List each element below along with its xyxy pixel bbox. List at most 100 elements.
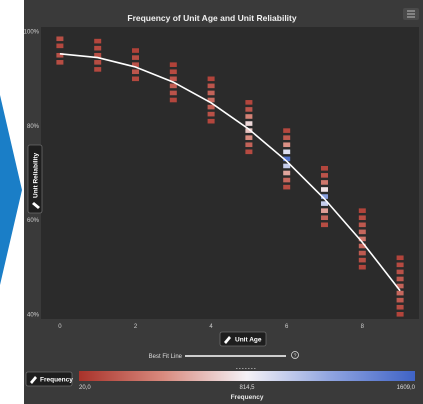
- heatmap-cell: [169, 69, 177, 75]
- heatmap-cell: [132, 48, 139, 53]
- legend-pill-label: Frequency: [40, 377, 73, 384]
- heatmap-cell: [358, 257, 366, 263]
- heatmap-cell: [358, 229, 366, 235]
- heatmap-cell: [169, 97, 177, 103]
- color-legend: 20,0 814,5 1609,0 Frequency: [79, 368, 416, 401]
- heatmap-cell: [283, 149, 291, 155]
- menu-button[interactable]: [403, 8, 419, 20]
- y-axis-label: Unit Reliability: [33, 152, 40, 198]
- heatmap-cell: [321, 194, 328, 199]
- heatmap-cell: [358, 215, 366, 221]
- x-tick-label: 0: [58, 324, 62, 330]
- heatmap-cell: [283, 177, 291, 183]
- heatmap-cell: [94, 67, 102, 72]
- heatmap-cell: [396, 262, 404, 268]
- heatmap-cell: [358, 264, 366, 270]
- heatmap-cell: [321, 222, 328, 228]
- best-fit-label: Best Fit Line: [149, 354, 183, 360]
- heatmap-cell: [358, 236, 366, 242]
- heatmap-cell: [207, 97, 215, 103]
- legend-min-label: 20,0: [79, 385, 91, 391]
- heatmap-cell: [321, 187, 328, 192]
- heatmap-cell: [207, 104, 215, 110]
- heatmap-cell: [358, 243, 366, 249]
- y-axis-ticks: 100% 80% 60% 40%: [24, 30, 40, 319]
- heatmap-cell: [56, 52, 64, 58]
- chart-panel: Frequency of Unit Age and Unit Reliabili…: [24, 0, 423, 404]
- heatmap-cell: [283, 128, 291, 133]
- heatmap-cell: [169, 90, 177, 96]
- heatmap-cell: [396, 269, 404, 275]
- heatmap-cell: [283, 156, 291, 162]
- heatmap-cell: [245, 135, 253, 140]
- x-tick-label: 2: [134, 324, 138, 330]
- chart-title: Frequency of Unit Age and Unit Reliabili…: [127, 13, 297, 23]
- heatmap-cell: [207, 83, 215, 89]
- legend-field-button[interactable]: Frequency: [25, 371, 73, 387]
- heatmap-cell: [132, 62, 139, 67]
- heatmap-cell: [56, 36, 64, 42]
- heatmap-cell: [132, 76, 139, 82]
- heatmap-cell: [358, 208, 366, 213]
- legend-mid-label: 814,5: [239, 385, 255, 391]
- heatmap-cell: [207, 111, 215, 117]
- heatmap-cell: [321, 201, 328, 206]
- heatmap-cell: [245, 149, 253, 155]
- heatmap-cell: [283, 163, 291, 169]
- x-tick-label: 4: [209, 324, 213, 330]
- y-tick-label: 60%: [27, 218, 40, 224]
- heatmap-cell: [396, 255, 404, 261]
- hamburger-menu-icon: [407, 10, 415, 18]
- heatmap-cell: [283, 184, 291, 190]
- pencil-icon: [30, 376, 37, 384]
- y-tick-label: 100%: [24, 30, 40, 36]
- heatmap-cell: [207, 76, 215, 82]
- heatmap-cell: [358, 250, 366, 256]
- heatmap-cells: [56, 36, 404, 317]
- heatmap-cell: [207, 118, 215, 124]
- heatmap-cell: [245, 107, 253, 112]
- heatmap-cell: [169, 62, 177, 67]
- x-axis-label: Unit Age: [235, 337, 262, 344]
- best-fit-legend: Best Fit Line ?: [149, 351, 299, 360]
- heatmap-cell: [321, 165, 328, 171]
- heatmap-cell: [321, 215, 328, 221]
- heatmap-cell: [396, 290, 404, 296]
- svg-text:?: ?: [294, 353, 297, 359]
- heatmap-cell: [132, 69, 139, 75]
- heatmap-cell: [94, 60, 102, 65]
- heatmap-cell: [94, 45, 102, 51]
- heatmap-cell: [396, 311, 404, 317]
- legend-max-label: 1609,0: [397, 385, 416, 391]
- heatmap-cell: [358, 222, 366, 228]
- x-tick-label: 6: [285, 324, 289, 330]
- heatmap-cell: [245, 128, 253, 133]
- heatmap-cell: [396, 297, 404, 303]
- x-axis-field-button[interactable]: Unit Age: [219, 331, 267, 347]
- heatmap-cell: [321, 208, 328, 213]
- heatmap-cell: [396, 304, 404, 310]
- heatmap-cell: [94, 52, 102, 58]
- heatmap-cell: [396, 276, 404, 282]
- x-tick-label: 8: [361, 324, 365, 330]
- y-axis-field-button[interactable]: Unit Reliability: [27, 144, 43, 214]
- heatmap-cell: [169, 76, 177, 82]
- heatmap-cell: [283, 170, 291, 176]
- heatmap-cell: [56, 43, 64, 49]
- y-tick-label: 40%: [27, 312, 40, 318]
- pencil-icon: [32, 202, 40, 209]
- heatmap-cell: [321, 173, 328, 178]
- heatmap-cell: [56, 60, 64, 65]
- heatmap-cell: [283, 135, 291, 140]
- heatmap-cell: [245, 121, 253, 126]
- heatmap-cell: [245, 142, 253, 148]
- heatmap-cell: [321, 180, 328, 185]
- plot-area: [41, 27, 419, 319]
- heatmap-cell: [245, 114, 253, 119]
- help-icon[interactable]: ?: [291, 351, 299, 360]
- y-tick-label: 80%: [27, 124, 40, 130]
- navigation-arrow-icon[interactable]: [0, 0, 24, 404]
- heatmap-cell: [132, 55, 139, 60]
- best-fit-line: [59, 53, 401, 292]
- heatmap-cell: [396, 283, 404, 289]
